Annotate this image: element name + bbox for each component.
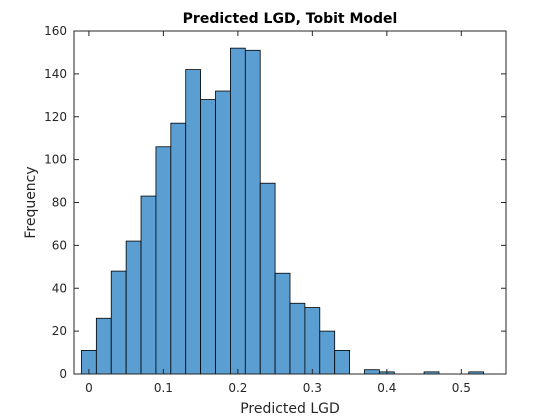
y-tick-label: 0 <box>59 367 67 381</box>
y-axis-label: Frequency <box>23 166 39 238</box>
x-tick-label: 0 <box>85 381 93 395</box>
histogram-bar <box>259 182 276 375</box>
histogram-bar <box>155 146 172 375</box>
chart-title: Predicted LGD, Tobit Model <box>183 11 398 27</box>
y-tick-label: 160 <box>44 24 67 38</box>
x-axis-label: Predicted LGD <box>240 401 340 417</box>
histogram-bar <box>319 330 336 375</box>
histogram-bar <box>230 47 246 375</box>
histogram-bar <box>364 369 380 375</box>
histogram-bar <box>244 49 261 375</box>
y-tick-label: 140 <box>44 67 67 81</box>
ticks-group: 0 0.1 0.2 0.3 0.4 0.5 0 20 40 60 80 100 120 140 160 <box>44 24 506 395</box>
histogram-bar <box>200 99 216 375</box>
x-tick-label: 0.2 <box>228 381 247 395</box>
y-tick-label: 60 <box>52 238 67 252</box>
bars-group <box>81 47 485 375</box>
x-tick-label: 0.5 <box>452 381 471 395</box>
x-tick-label: 0.1 <box>154 381 173 395</box>
histogram-bar <box>95 317 112 375</box>
histogram-bar <box>304 307 321 375</box>
y-tick-label: 120 <box>44 110 67 124</box>
y-tick-label: 100 <box>44 153 67 167</box>
x-tick-label: 0.3 <box>303 381 322 395</box>
x-tick-label: 0.4 <box>377 381 396 395</box>
histogram-bar <box>215 90 231 375</box>
y-tick-label: 80 <box>52 196 67 210</box>
histogram-bar <box>140 195 157 375</box>
histogram-bar <box>334 350 350 375</box>
histogram-bar <box>125 240 142 375</box>
histogram-bar <box>274 272 291 375</box>
y-tick-label: 40 <box>52 281 67 295</box>
histogram-bar <box>185 69 202 375</box>
histogram-bar <box>170 122 187 375</box>
histogram-bar <box>289 302 306 375</box>
y-tick-label: 20 <box>52 324 67 338</box>
histogram-bar <box>110 270 127 375</box>
